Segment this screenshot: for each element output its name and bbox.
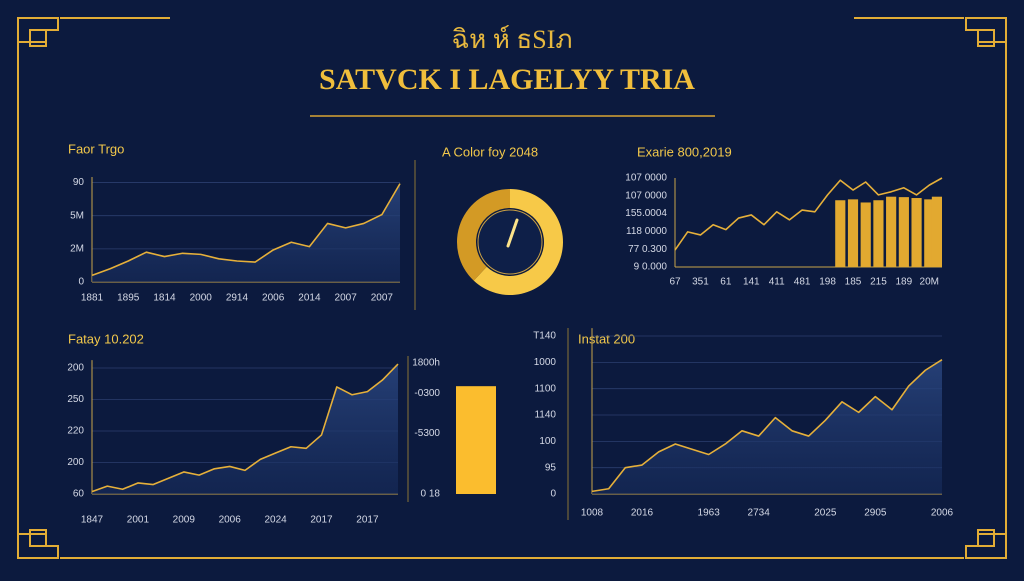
y-tick-label: 100 (539, 436, 556, 447)
y-tick-label: 0 (78, 277, 84, 288)
x-tick-label: 1895 (117, 293, 140, 304)
x-tick-label: 1008 (581, 508, 604, 519)
x-tick-label: 67 (669, 277, 681, 288)
y-tick-label: 0 (550, 489, 556, 500)
x-tick-label: 198 (819, 277, 836, 288)
bar (931, 196, 942, 267)
x-tick-label: 2006 (262, 293, 285, 304)
x-tick-label: 185 (845, 277, 862, 288)
bar (847, 199, 859, 267)
line (674, 177, 943, 251)
x-tick-label: 2024 (264, 515, 287, 526)
x-tick-label: 2001 (127, 515, 150, 526)
y-tick-label: 200 (67, 457, 84, 468)
donut-segment (473, 189, 563, 296)
bar (456, 386, 496, 494)
x-tick-label: 2007 (335, 293, 358, 304)
bar (886, 196, 897, 267)
y-tick-label: 2M (70, 243, 84, 254)
x-tick-label: 2016 (631, 508, 654, 519)
x-tick-label: 2025 (814, 508, 837, 519)
y-tick-label: 1000 (534, 357, 557, 368)
bar (873, 200, 884, 267)
x-tick-label: 20M (920, 277, 939, 288)
y-tick-label: 0 18 (421, 489, 441, 500)
x-tick-label: 2014 (298, 293, 321, 304)
x-tick-label: 189 (896, 277, 913, 288)
x-tick-label: 2000 (190, 293, 213, 304)
y-tick-label: -5300 (414, 428, 440, 439)
panel-title: Fatay 10.202 (68, 331, 144, 346)
panel-title: Exarie 800,2019 (637, 144, 732, 159)
x-tick-label: 1847 (81, 515, 104, 526)
header-subtitle: ฉิห ห์ ธSIภ (451, 25, 572, 54)
x-tick-label: 2914 (226, 293, 249, 304)
y-tick-label: 200 (67, 363, 84, 374)
y-tick-label: 1100 (534, 383, 556, 394)
x-tick-label: 481 (794, 277, 811, 288)
y-tick-label: 220 (67, 426, 84, 437)
gauge-needle (506, 218, 519, 248)
bar (924, 199, 935, 267)
line (91, 363, 399, 493)
panel-title: A Color foy 2048 (442, 144, 538, 159)
y-tick-label: 95 (545, 462, 557, 473)
x-tick-label: 2006 (931, 508, 954, 519)
area (92, 183, 400, 282)
y-tick-label: 1140 (534, 410, 556, 421)
bar (860, 202, 871, 267)
x-tick-label: 2017 (310, 515, 333, 526)
x-tick-label: 61 (720, 277, 732, 288)
y-tick-label: 77 0.300 (628, 244, 667, 255)
x-tick-label: 215 (870, 277, 887, 288)
y-tick-label: -0300 (414, 388, 440, 399)
y-tick-label: 107 0000 (625, 190, 667, 201)
y-tick-label: 5M (70, 210, 84, 221)
x-tick-label: 2007 (371, 293, 394, 304)
x-tick-label: 1881 (81, 293, 104, 304)
bar (898, 197, 909, 267)
x-tick-label: 1963 (698, 508, 721, 519)
x-tick-label: 411 (769, 277, 785, 288)
y-tick-label: 9 0.000 (634, 262, 668, 273)
x-tick-label: 351 (692, 277, 709, 288)
line (591, 359, 943, 493)
x-tick-label: 141 (743, 277, 760, 288)
x-tick-label: 2017 (356, 515, 379, 526)
y-tick-label: 155.0004 (625, 208, 667, 219)
line (91, 183, 401, 277)
panel-title: Faor Trgo (68, 141, 124, 156)
x-tick-label: 2006 (219, 515, 242, 526)
header-title: SATVCK I LAGELYY TRIA (319, 63, 695, 96)
bar (835, 200, 846, 267)
y-tick-label: 60 (73, 489, 85, 500)
panel-title: Instat 200 (578, 331, 635, 346)
x-tick-label: 2009 (173, 515, 196, 526)
area (92, 364, 398, 494)
y-tick-label: 250 (67, 394, 84, 405)
x-tick-label: 2734 (748, 508, 771, 519)
donut-segment (456, 189, 510, 281)
y-tick-label: T140 (533, 331, 556, 342)
y-tick-label: 1800h (412, 358, 440, 369)
bar (911, 198, 922, 267)
y-tick-label: 90 (73, 177, 85, 188)
y-tick-label: 118 0000 (626, 226, 667, 237)
y-tick-label: 107 0000 (625, 173, 667, 184)
x-tick-label: 1814 (153, 293, 176, 304)
x-tick-label: 2905 (864, 508, 887, 519)
frame (17, 17, 1007, 559)
